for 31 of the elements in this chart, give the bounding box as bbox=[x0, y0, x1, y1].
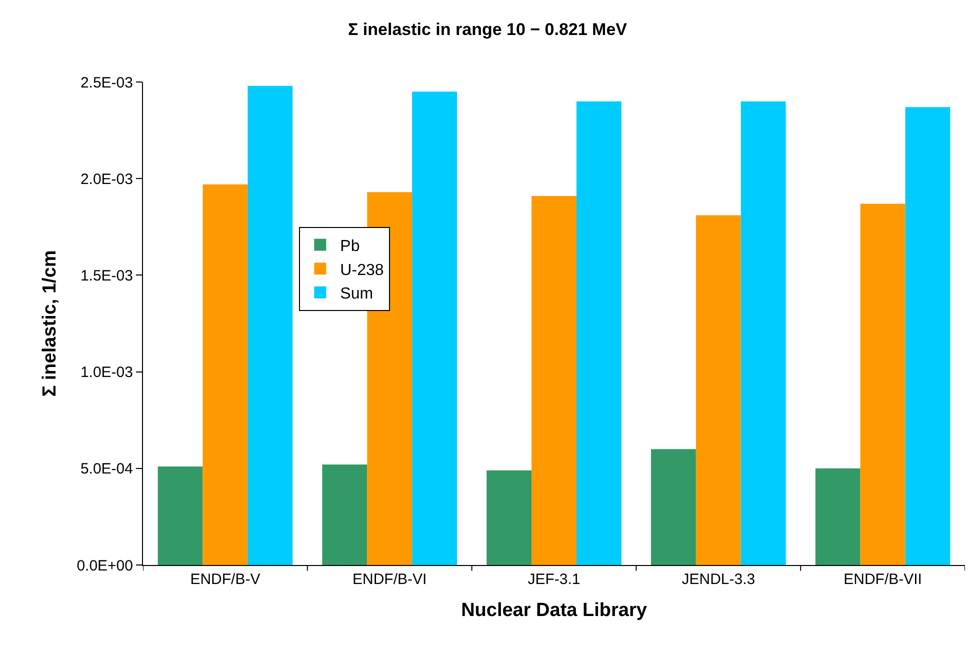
legend-label: U-238 bbox=[340, 262, 384, 279]
bar bbox=[576, 101, 622, 565]
bar bbox=[486, 470, 532, 565]
y-axis-title: Σ inelastic, 1/cm bbox=[40, 250, 61, 397]
bar bbox=[651, 449, 696, 565]
y-tick-label: 0.0E+00 bbox=[76, 557, 133, 574]
x-tick-label: JEF-3.1 bbox=[528, 571, 580, 588]
bar bbox=[248, 86, 293, 565]
bar bbox=[905, 107, 950, 565]
x-tick-label: ENDF/B-V bbox=[190, 571, 260, 588]
y-tick-label: 2.0E-03 bbox=[80, 170, 133, 188]
bar bbox=[532, 196, 576, 565]
bar bbox=[815, 468, 860, 565]
y-tick-label: 1.0E-03 bbox=[80, 364, 133, 382]
y-tick-label: 1.5E-03 bbox=[80, 267, 133, 284]
bar bbox=[158, 466, 203, 565]
bar bbox=[202, 184, 248, 565]
legend-label: Sum bbox=[340, 286, 374, 303]
bar bbox=[740, 101, 786, 565]
x-axis-title: Nuclear Data Library bbox=[461, 600, 648, 621]
x-tick-label: ENDF/B-VI bbox=[352, 571, 427, 588]
x-tick-label: ENDF/B-VII bbox=[844, 571, 922, 588]
chart-title: Σ inelastic in range 10 − 0.821 MeV bbox=[348, 20, 628, 39]
bar bbox=[860, 204, 906, 565]
x-tick-label: JENDL-3.3 bbox=[682, 571, 756, 588]
y-tick-label: 2.5E-03 bbox=[80, 74, 133, 92]
bar bbox=[412, 92, 457, 565]
bar bbox=[322, 464, 368, 565]
y-tick-label: 5.0E-04 bbox=[80, 460, 133, 478]
legend-label: Pb bbox=[340, 238, 360, 256]
bar bbox=[696, 215, 741, 565]
